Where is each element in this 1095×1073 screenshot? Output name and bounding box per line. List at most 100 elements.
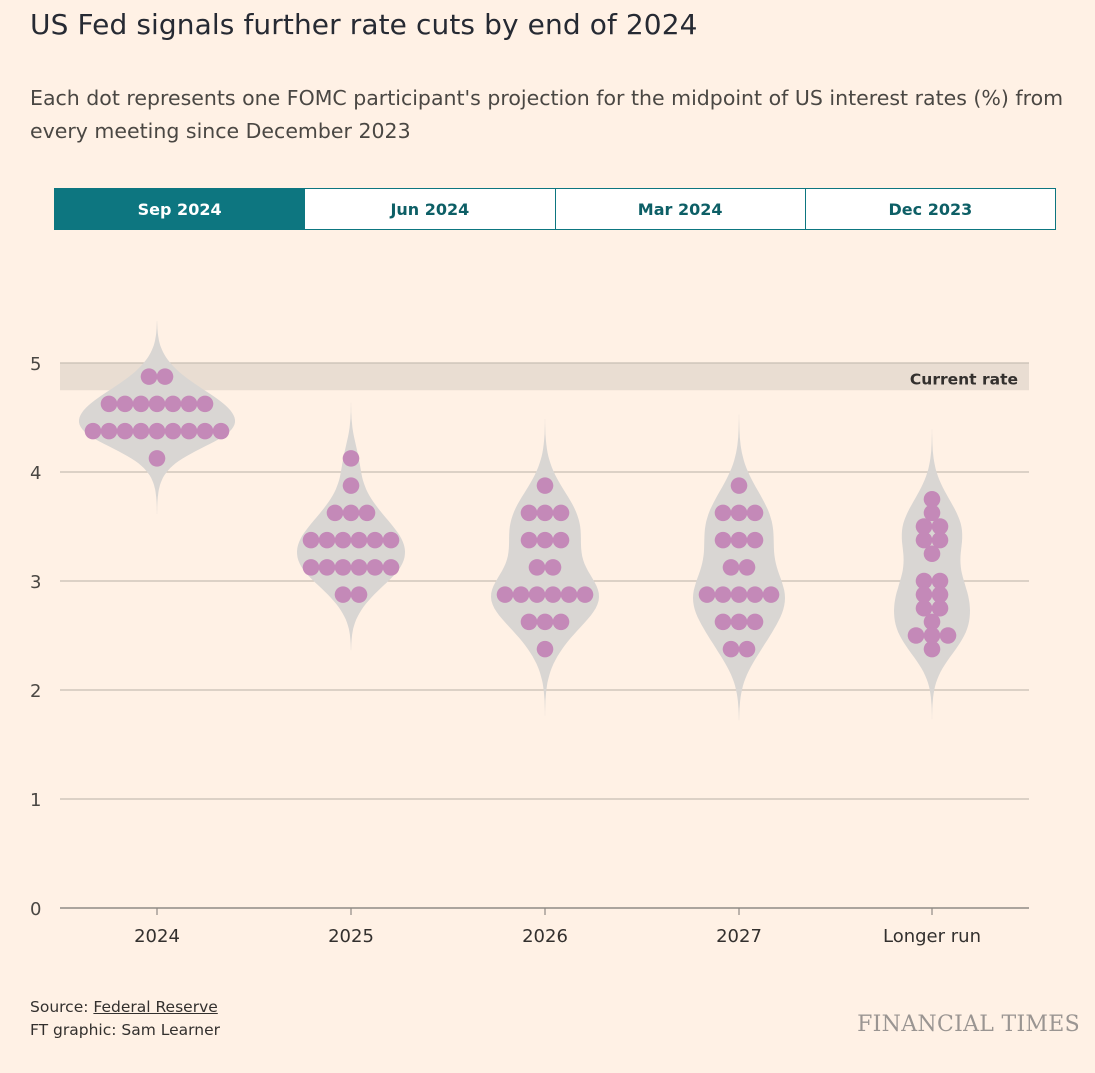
y-tick-label: 2 [30, 681, 41, 702]
violin-1 [297, 402, 405, 651]
graphic-credit: FT graphic: Sam Learner [30, 1021, 220, 1039]
projection-dot [923, 490, 941, 508]
projection-dot [100, 395, 118, 413]
violin-0 [79, 321, 235, 514]
projection-dot [923, 613, 941, 631]
tab-jun-2024[interactable]: Jun 2024 [304, 189, 554, 229]
projection-dot [180, 395, 198, 413]
projection-dot [358, 504, 376, 522]
projection-dot [746, 613, 764, 631]
x-tick-label: 2025 [328, 926, 374, 947]
projection-dot [350, 559, 368, 576]
projection-dot [931, 599, 949, 617]
projection-dot [722, 640, 740, 658]
projection-dot [366, 559, 384, 576]
projection-dot [366, 531, 384, 549]
projection-dot [923, 640, 941, 658]
projection-dot [714, 531, 732, 549]
projection-dot [746, 504, 764, 522]
projection-dot [212, 422, 230, 440]
projection-dot [576, 586, 594, 603]
projection-dot [939, 627, 957, 644]
projection-dot [907, 627, 925, 644]
y-tick-label: 0 [30, 899, 41, 920]
projection-dot [334, 586, 352, 603]
projection-dot [132, 395, 150, 413]
projection-dot [552, 613, 570, 631]
footer: Source: Federal Reserve FT graphic: Sam … [30, 996, 220, 1042]
tab-dec-2023[interactable]: Dec 2023 [804, 189, 1055, 229]
projection-dot [536, 613, 554, 631]
projection-dot [915, 572, 933, 590]
projection-dot [180, 422, 198, 440]
projection-dot [148, 450, 166, 467]
source-prefix: Source: [30, 998, 94, 1016]
projection-dot [116, 395, 134, 413]
y-tick-label: 4 [30, 463, 41, 484]
projection-dot [164, 395, 182, 413]
projection-dot [738, 559, 756, 576]
x-tick-label: 2026 [522, 926, 568, 947]
projection-dot [915, 586, 933, 603]
tab-mar-2024[interactable]: Mar 2024 [554, 189, 805, 229]
source-line: Source: Federal Reserve [30, 996, 220, 1019]
projection-dot [350, 531, 368, 549]
projection-dot [931, 572, 949, 590]
ft-logo: FINANCIAL TIMES [857, 1012, 1080, 1037]
chart-subtitle: Each dot represents one FOMC participant… [30, 86, 1064, 143]
projection-dot [342, 450, 360, 467]
projection-dot [915, 531, 933, 549]
projection-dot [746, 586, 764, 603]
projection-dot [536, 640, 554, 658]
violin-4 [894, 429, 970, 720]
projection-dot [520, 504, 538, 522]
projection-dot [730, 613, 748, 631]
projection-dot [536, 504, 554, 522]
tab-sep-2024[interactable]: Sep 2024 [55, 189, 305, 229]
projection-dot [156, 368, 174, 385]
projection-dot [738, 640, 756, 658]
current-rate-band [60, 363, 1029, 391]
projection-dot [318, 559, 336, 576]
projection-dot [342, 477, 360, 494]
projection-dot [762, 586, 780, 603]
x-tick-label: Longer run [883, 926, 981, 947]
projection-dot [302, 531, 320, 549]
projection-dot [923, 504, 941, 522]
projection-dot [382, 531, 400, 549]
projection-dot [714, 504, 732, 522]
dot-plot-chart: 0 1 2 3 4 5 Current rate 2024 2025 2026 2027 Longer… [30, 321, 1029, 947]
projection-dot [923, 545, 941, 563]
projection-dot [326, 504, 344, 522]
projection-dot [350, 586, 368, 603]
projection-dot [382, 559, 400, 576]
projection-dot [536, 477, 554, 494]
projection-dot [116, 422, 134, 440]
projection-dot [915, 518, 933, 535]
projection-dot [722, 559, 740, 576]
projection-dot [730, 504, 748, 522]
y-tick-label: 3 [30, 572, 41, 593]
source-link[interactable]: Federal Reserve [93, 998, 218, 1016]
projection-dot [536, 531, 554, 549]
projection-dot [334, 531, 352, 549]
y-tick-label: 5 [30, 354, 41, 375]
projection-dot [528, 586, 546, 603]
projection-dot [164, 422, 182, 440]
projection-dot [730, 531, 748, 549]
projection-dot [334, 559, 352, 576]
projection-dot [196, 395, 214, 413]
projection-dot [496, 586, 514, 603]
y-tick-label: 1 [30, 790, 41, 811]
projection-dot [520, 613, 538, 631]
projection-dot [100, 422, 118, 440]
projection-dot [560, 586, 578, 603]
projection-dot [714, 586, 732, 603]
x-tick-label: 2027 [716, 926, 762, 947]
projection-dot [302, 559, 320, 576]
current-rate-label: Current rate [910, 370, 1018, 388]
projection-dot [84, 422, 102, 440]
projection-dot [512, 586, 530, 603]
projection-dot [148, 422, 166, 440]
projection-dot [714, 613, 732, 631]
